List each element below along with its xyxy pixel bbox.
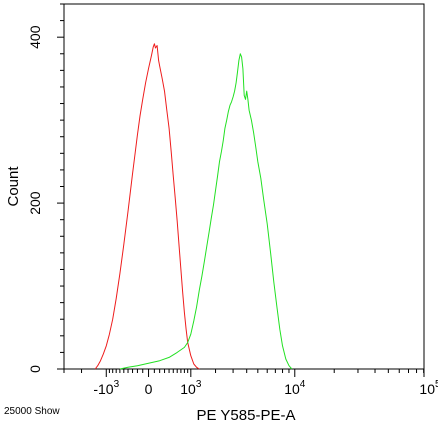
series-group (94, 43, 293, 370)
y-tick-label: 400 (27, 25, 43, 49)
x-tick-label: 104 (284, 379, 306, 397)
footer-event-count: 25000 Show (4, 406, 60, 417)
histogram-series-2 (119, 53, 293, 370)
y-axis: 0 200 400 (27, 3, 64, 373)
plot-border (63, 3, 425, 370)
x-tick-label: 103 (180, 379, 202, 397)
histogram-series-1 (94, 43, 200, 370)
x-axis-title: PE Y585-PE-A (197, 407, 296, 424)
x-tick-label: -103 (93, 379, 119, 397)
y-tick-label: 0 (27, 365, 43, 373)
x-tick-label: 105 (419, 379, 438, 397)
y-tick-label: 200 (27, 191, 43, 215)
x-axis: -103 0 103 104 105 (63, 369, 438, 397)
x-tick-label: 0 (145, 381, 153, 397)
plot-frame (63, 3, 425, 370)
y-axis-title: Count (5, 166, 22, 207)
